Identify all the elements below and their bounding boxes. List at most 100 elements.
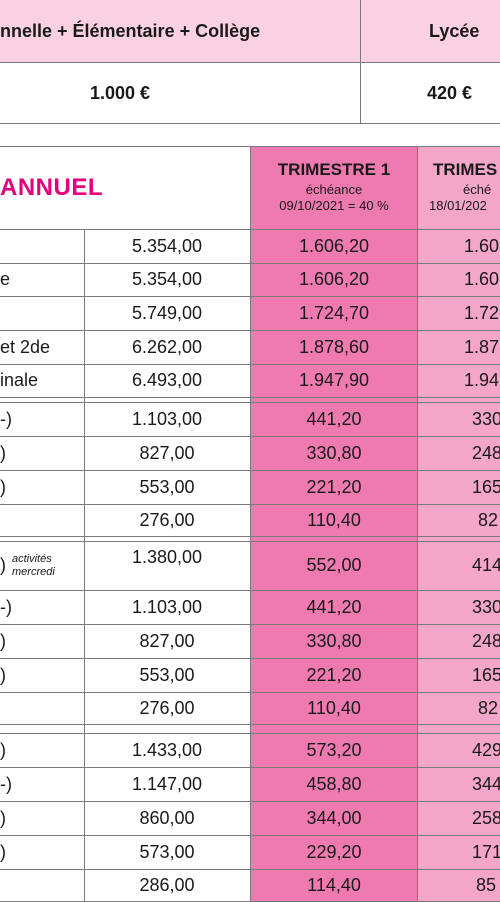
- trimestre1-amount: 330,80: [306, 630, 362, 651]
- row-label: et 2de: [0, 336, 51, 357]
- grid-line: [84, 229, 85, 902]
- annuel-header: ANNUEL: [0, 147, 250, 229]
- row-label: ): [0, 476, 6, 497]
- top-header-right: Lycée: [361, 0, 500, 62]
- trimestre1-due-date: 09/10/2021 = 40 %: [279, 198, 389, 213]
- row-note: activités mercredi: [12, 553, 55, 579]
- row-label: ): [0, 555, 6, 575]
- trimestre1-column: [251, 147, 417, 902]
- annual-amount: 6.262,00: [131, 336, 203, 357]
- row-note-line1: activités: [12, 552, 52, 565]
- row-label: ): [0, 442, 6, 463]
- annual-amount: 276,00: [139, 697, 195, 718]
- top-value-left-text: 1.000 €: [89, 82, 151, 103]
- row-label: -): [0, 408, 12, 429]
- trimestre1-amount: 221,20: [306, 664, 362, 685]
- row-label: [0, 869, 84, 902]
- row-label: ): [0, 807, 6, 828]
- trimestre2-header: TRIMES éché 18/01/202: [417, 147, 500, 229]
- trimestre2-amount: 258: [472, 807, 500, 828]
- annual-amount: 5.354,00: [131, 235, 203, 256]
- grid-line: [0, 62, 500, 63]
- top-header-right-text: Lycée: [429, 20, 480, 41]
- annual-amount: 5.749,00: [131, 302, 203, 323]
- row-label: [0, 504, 84, 536]
- trimestre1-amount: 1.878,60: [298, 336, 370, 357]
- trimestre1-amount: 458,80: [306, 773, 362, 794]
- trimestre2-column: [417, 147, 500, 902]
- row-label: e: [0, 269, 11, 289]
- annual-amount: 553,00: [139, 476, 195, 497]
- row-label-with-note: ) activités mercredi: [0, 541, 84, 590]
- annual-amount: 1.147,00: [131, 773, 203, 794]
- trimestre2-title: TRIMES: [433, 160, 498, 179]
- annual-amount: 1.380,00: [131, 546, 203, 567]
- row-label: ): [0, 630, 6, 651]
- annual-amount: 1.103,00: [131, 596, 203, 617]
- row-label: -): [0, 773, 12, 794]
- trimestre1-amount: 221,20: [306, 476, 362, 497]
- trimestre1-amount: 1.606,20: [298, 269, 370, 289]
- annual-amount: 6.493,00: [131, 370, 203, 390]
- trimestre1-amount: 1.724,70: [298, 302, 370, 323]
- annual-amount: 860,00: [139, 807, 195, 828]
- trimestre2-amount: 171: [472, 841, 500, 862]
- trimestre2-amount: 82: [478, 697, 499, 718]
- annual-amount: 553,00: [139, 664, 195, 685]
- row-label: ): [0, 841, 6, 862]
- trimestre2-amount: 165: [472, 476, 500, 497]
- annual-amount: 286,00: [139, 875, 195, 895]
- trimestre2-amount: 1.87: [464, 336, 500, 357]
- trimestre1-amount: 552,00: [306, 555, 362, 575]
- grid-line: [0, 123, 500, 124]
- top-value-right: 420 €: [361, 63, 500, 123]
- trimestre2-due-date: 18/01/202: [429, 198, 487, 213]
- annual-amount: 5.354,00: [131, 269, 203, 289]
- row-label: ): [0, 739, 6, 760]
- trimestre1-amount: 1.606,20: [298, 235, 370, 256]
- annual-amount: 1.103,00: [131, 408, 203, 429]
- trimestre2-amount: 414: [472, 555, 500, 575]
- annual-amount: 1.433,00: [131, 739, 203, 760]
- trimestre2-amount: 248: [472, 442, 500, 463]
- row-label: -): [0, 596, 12, 617]
- trimestre1-amount: 110,40: [307, 509, 361, 530]
- row-label: [0, 692, 84, 724]
- grid-line: [417, 146, 418, 902]
- trimestre2-amount: 1.94: [464, 370, 500, 390]
- trimestre2-amount: 1.60: [464, 235, 500, 256]
- trimestre2-amount: 1.72: [464, 302, 500, 323]
- trimestre2-amount: 1.60: [464, 269, 500, 289]
- row-label: [0, 296, 84, 330]
- trimestre2-due-label: éché: [463, 182, 492, 197]
- trimestre1-title: TRIMESTRE 1: [277, 160, 391, 179]
- trimestre1-amount: 441,20: [306, 596, 362, 617]
- top-value-left: 1.000 €: [0, 63, 360, 123]
- trimestre1-amount: 110,40: [307, 697, 361, 718]
- trimestre2-amount: 82: [478, 509, 499, 530]
- trimestre2-amount: 344: [472, 773, 500, 794]
- trimestre1-amount: 229,20: [306, 841, 362, 862]
- top-header-left-text: nnelle + Élémentaire + Collège: [0, 20, 261, 41]
- top-value-right-text: 420 €: [427, 82, 473, 103]
- trimestre1-amount: 441,20: [306, 408, 362, 429]
- trimestre1-amount: 344,00: [306, 807, 362, 828]
- trimestre2-amount: 330: [472, 596, 500, 617]
- row-note-line2: mercredi: [12, 565, 55, 578]
- trimestre1-header: TRIMESTRE 1 échéance 09/10/2021 = 40 %: [251, 147, 417, 229]
- trimestre2-amount: 248: [472, 630, 500, 651]
- grid-line: [360, 0, 361, 124]
- trimestre1-amount: 330,80: [306, 442, 362, 463]
- trimestre2-amount: 165: [472, 664, 500, 685]
- annual-amount: 276,00: [139, 509, 195, 530]
- trimestre2-amount: 85: [476, 875, 497, 895]
- grid-line: [250, 146, 251, 902]
- row-label: [0, 229, 84, 263]
- trimestre1-amount: 573,20: [306, 739, 362, 760]
- annual-amount: 573,00: [139, 841, 195, 862]
- annuel-title: ANNUEL: [0, 174, 103, 201]
- annual-amount: 827,00: [139, 630, 195, 651]
- trimestre2-amount: 429: [472, 739, 500, 760]
- top-header-left: nnelle + Élémentaire + Collège: [0, 0, 360, 62]
- trimestre1-due-label: échéance: [305, 182, 363, 197]
